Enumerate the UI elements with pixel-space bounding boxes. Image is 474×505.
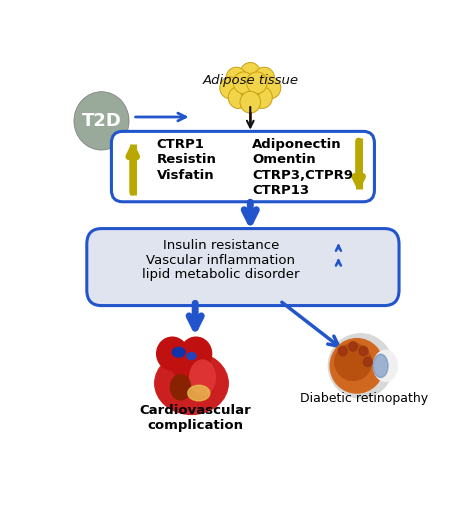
Ellipse shape: [190, 360, 215, 395]
Text: CTRP1: CTRP1: [156, 138, 204, 150]
Circle shape: [338, 346, 347, 356]
Circle shape: [359, 346, 368, 356]
Text: CTRP3,CTPR9: CTRP3,CTPR9: [252, 169, 353, 182]
Text: Omentin: Omentin: [252, 153, 316, 166]
Circle shape: [220, 77, 240, 98]
Ellipse shape: [328, 334, 392, 398]
Ellipse shape: [330, 339, 383, 393]
Ellipse shape: [172, 347, 185, 357]
Circle shape: [260, 77, 281, 98]
Circle shape: [74, 92, 129, 150]
Text: Vascular inflammation: Vascular inflammation: [146, 254, 295, 267]
Text: T2D: T2D: [82, 112, 121, 130]
Text: Insulin resistance: Insulin resistance: [163, 239, 279, 252]
Circle shape: [240, 78, 261, 100]
Circle shape: [252, 87, 272, 109]
Ellipse shape: [187, 352, 196, 360]
FancyBboxPatch shape: [111, 131, 374, 202]
Circle shape: [228, 87, 249, 109]
Ellipse shape: [155, 352, 228, 415]
Text: Adiponectin: Adiponectin: [252, 138, 342, 150]
Circle shape: [233, 72, 254, 93]
Ellipse shape: [374, 350, 397, 381]
Circle shape: [364, 358, 372, 367]
Text: CTRP13: CTRP13: [252, 184, 309, 197]
Ellipse shape: [170, 375, 191, 400]
Text: Resistin: Resistin: [156, 153, 217, 166]
Ellipse shape: [374, 354, 388, 378]
Ellipse shape: [335, 343, 372, 380]
Text: Cardiovascular
complication: Cardiovascular complication: [139, 404, 251, 432]
Polygon shape: [158, 352, 210, 385]
Ellipse shape: [188, 385, 210, 401]
Text: lipid metabolic disorder: lipid metabolic disorder: [142, 268, 300, 281]
Circle shape: [349, 342, 357, 351]
Circle shape: [240, 91, 261, 113]
Text: Adipose tissue: Adipose tissue: [202, 74, 298, 87]
Circle shape: [157, 337, 188, 370]
Text: Diabetic retinopathy: Diabetic retinopathy: [300, 392, 428, 405]
Circle shape: [226, 67, 246, 89]
Circle shape: [181, 337, 211, 370]
Circle shape: [246, 72, 267, 93]
Circle shape: [240, 63, 261, 84]
FancyBboxPatch shape: [87, 229, 399, 306]
Circle shape: [254, 67, 274, 89]
Text: Visfatin: Visfatin: [156, 169, 214, 182]
